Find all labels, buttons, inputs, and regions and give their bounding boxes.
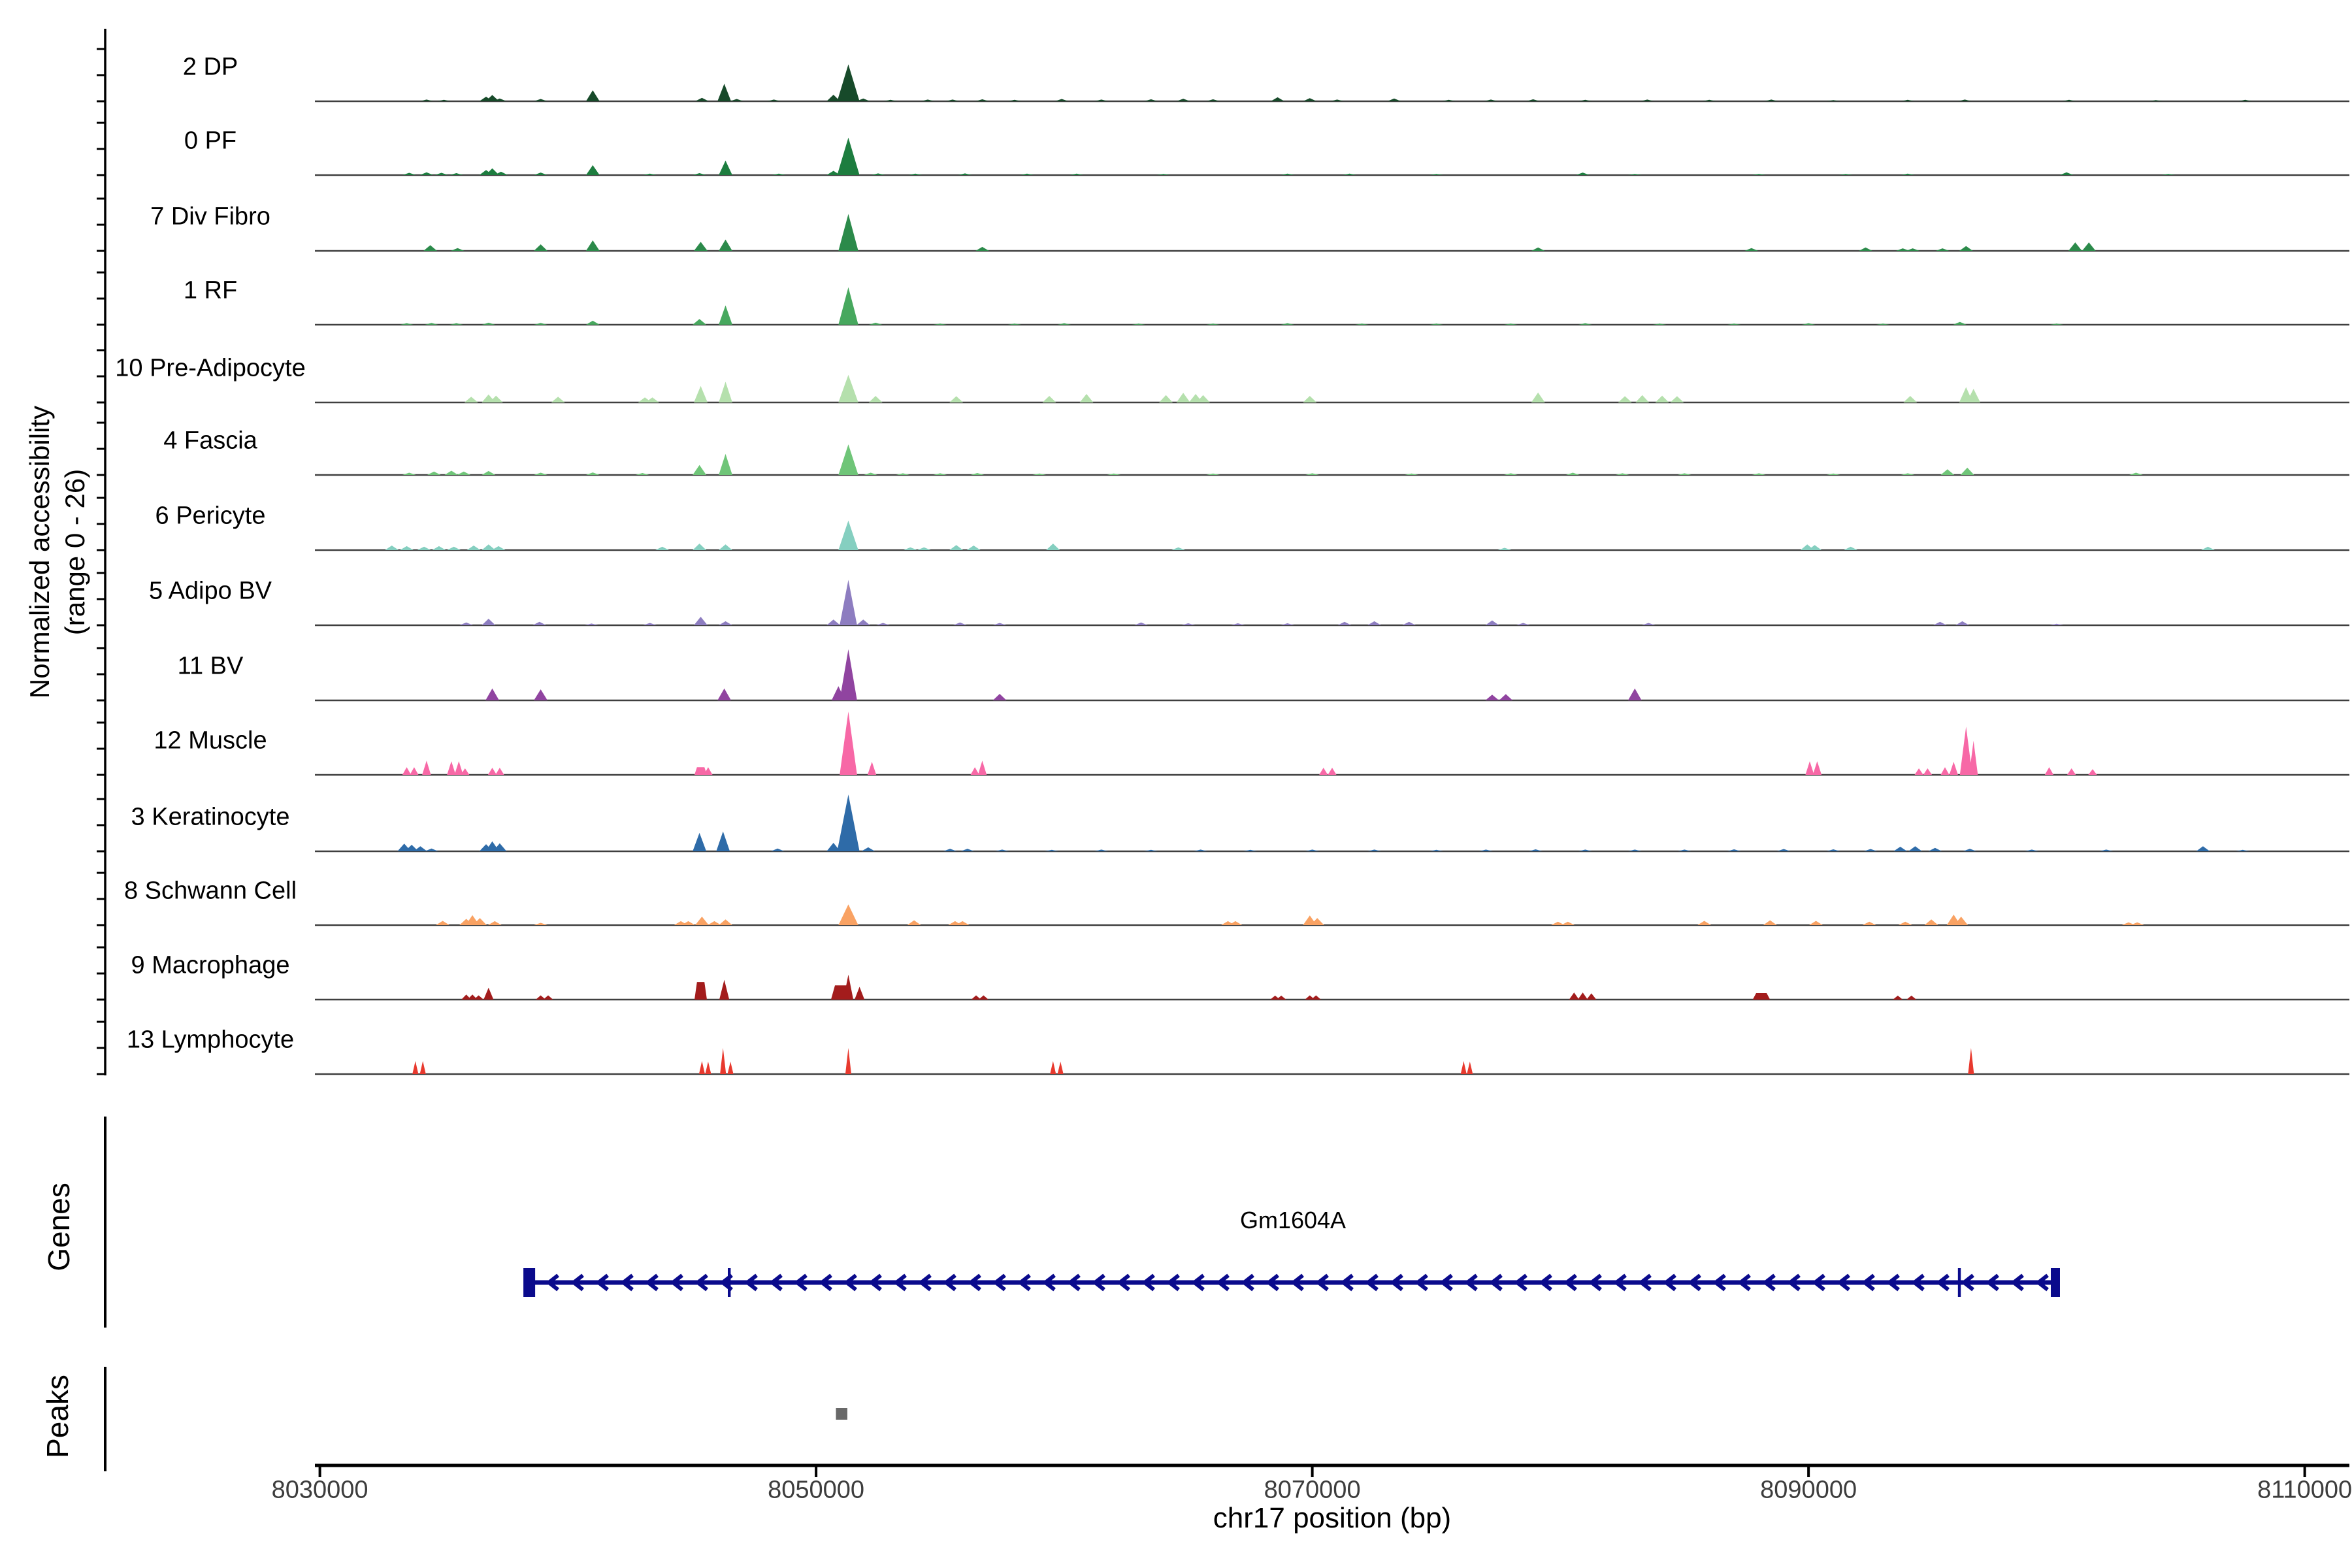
track-6-pericyte	[315, 520, 2349, 551]
gene-right-exon-block	[2050, 1268, 2060, 1297]
track-label-13-lymphocyte: 13 Lymphocyte	[126, 1026, 295, 1054]
track-coverage-area	[419, 64, 2252, 101]
track-label-6-pericyte: 6 Pericyte	[155, 502, 266, 530]
track-coverage-area	[402, 711, 2097, 775]
x-axis-tick-label-8110000: 8110000	[2257, 1476, 2352, 1504]
track-label-2-dp: 2 DP	[182, 53, 238, 81]
track-label-7-div-fibro: 7 Div Fibro	[150, 203, 270, 231]
y-axis-label-line2: (range 0 - 26)	[59, 468, 90, 636]
track-label-5-adipo-bv: 5 Adipo BV	[148, 577, 272, 605]
track-coverage-area	[423, 214, 2096, 251]
track-label-12-muscle: 12 Muscle	[154, 727, 267, 755]
gene-left-exon-block	[523, 1268, 536, 1297]
track-coverage-area	[400, 287, 2064, 325]
track-10-pre-adipocyte	[315, 374, 2349, 404]
track-coverage-area	[402, 137, 2176, 175]
track-coverage-area	[459, 580, 2064, 625]
x-axis-tick-label-8090000: 8090000	[1760, 1476, 1857, 1504]
y-axis-label-line1: Normalized accessibility	[24, 405, 55, 699]
peak-region-box	[836, 1408, 847, 1420]
track-12-muscle	[315, 711, 2349, 776]
track-7-div-fibro	[315, 214, 2349, 252]
track-11-bv	[315, 649, 2349, 702]
track-8-schwann-cell	[315, 904, 2349, 926]
x-axis-tick-label-8050000: 8050000	[768, 1476, 865, 1504]
track-5-adipo-bv	[315, 580, 2349, 627]
x-axis-tick-label-8030000: 8030000	[271, 1476, 368, 1504]
track-coverage-area	[464, 374, 1981, 402]
x-axis	[315, 1463, 2349, 1477]
track-2-dp	[315, 64, 2349, 103]
track-3-keratinocyte	[315, 794, 2349, 853]
accessibility-axis	[97, 29, 106, 1075]
track-label-10-pre-adipocyte: 10 Pre-Adipocyte	[115, 354, 306, 382]
gene-name-label: Gm1604A	[1239, 1207, 1347, 1233]
track-0-pf	[315, 137, 2349, 176]
track-label-8-schwann-cell: 8 Schwann Cell	[123, 877, 297, 905]
gene-exon-tick	[1957, 1268, 1961, 1297]
track-label-0-pf: 0 PF	[184, 127, 237, 155]
track-label-11-bv: 11 BV	[177, 652, 244, 680]
x-axis-tick-label-8070000: 8070000	[1264, 1476, 1361, 1504]
track-coverage-area	[385, 520, 2215, 550]
track-label-4-fascia: 4 Fascia	[163, 427, 257, 455]
track-label-9-macrophage: 9 Macrophage	[131, 951, 290, 979]
gene-exon-tick	[727, 1268, 731, 1297]
track-coverage-area	[436, 904, 2144, 925]
track-coverage-area	[485, 649, 1642, 700]
track-coverage-area	[412, 1048, 1974, 1074]
track-9-macrophage	[315, 974, 2349, 1001]
track-coverage-area	[461, 974, 1917, 1000]
gene-model-gm1604a	[104, 1117, 2060, 1328]
track-coverage-area	[402, 444, 2143, 475]
track-coverage-area	[397, 794, 2250, 851]
track-4-fascia	[315, 444, 2349, 476]
gene-strand-arrows	[546, 1273, 2049, 1292]
track-13-lymphocyte	[315, 1048, 2349, 1075]
track-label-3-keratinocyte: 3 Keratinocyte	[131, 803, 290, 831]
genes-section-label: Genes	[42, 1183, 76, 1271]
y-axis-label: Normalized accessibility (range 0 - 26)	[22, 406, 93, 698]
x-axis-title: chr17 position (bp)	[1213, 1502, 1452, 1534]
track-label-1-rf: 1 RF	[183, 276, 238, 304]
track-1-rf	[315, 287, 2349, 326]
peaks-section-label: Peaks	[41, 1375, 74, 1458]
